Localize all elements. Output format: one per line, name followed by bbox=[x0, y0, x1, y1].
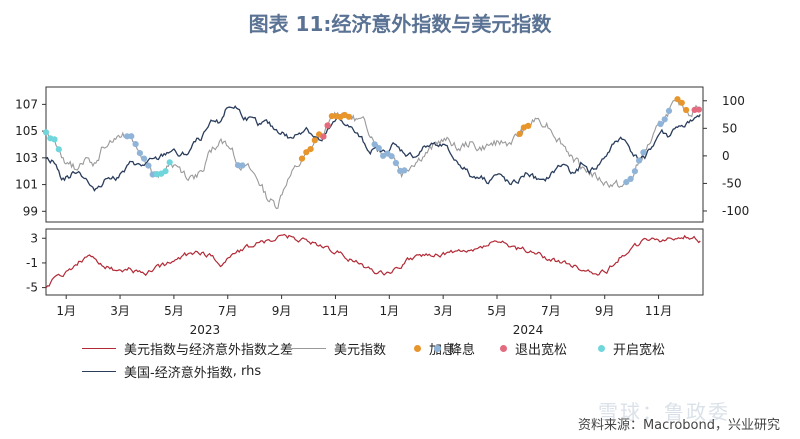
hike-marker bbox=[516, 130, 523, 137]
bottom-panel: 3 -1 -5 bbox=[26, 228, 704, 296]
cut-marker bbox=[401, 167, 408, 174]
cut-marker bbox=[636, 157, 643, 164]
hike-marker bbox=[328, 113, 335, 120]
legend-label-start-easing: 开启宽松 bbox=[613, 343, 666, 358]
cut-marker bbox=[640, 149, 647, 156]
legend-swatch-hike bbox=[414, 345, 421, 352]
chart-title: 图表 11:经济意外指数与美元指数 bbox=[248, 12, 552, 36]
legend-item-cut: 降息 bbox=[434, 339, 475, 358]
x-year-label: 2023 bbox=[190, 323, 221, 337]
start-easing-marker bbox=[51, 136, 58, 143]
left-tick-label: 99 bbox=[23, 204, 38, 218]
hike-marker bbox=[678, 99, 685, 106]
right-tick-label: 100 bbox=[722, 94, 745, 108]
x-tick-label: 3月 bbox=[433, 304, 453, 318]
left-tick-label: 107 bbox=[15, 97, 38, 111]
legend-swatch-cut bbox=[434, 345, 441, 352]
cut-marker bbox=[132, 141, 139, 148]
x-tick-label: 1月 bbox=[56, 304, 76, 318]
esi-series-line bbox=[45, 105, 701, 192]
exit-easing-marker bbox=[320, 133, 327, 140]
bottom-tick-label: -1 bbox=[26, 256, 38, 270]
cut-marker bbox=[623, 179, 630, 186]
cut-marker bbox=[239, 162, 246, 169]
x-tick-label: 3月 bbox=[110, 304, 130, 318]
right-tick-label: 0 bbox=[722, 149, 730, 163]
right-tick-label: -50 bbox=[722, 176, 742, 190]
legend-item-start-easing: 开启宽松 bbox=[598, 339, 665, 358]
hike-marker bbox=[311, 137, 318, 144]
left-tick-label: 101 bbox=[15, 178, 38, 192]
bottom-tick-label: -5 bbox=[26, 281, 38, 295]
cut-marker bbox=[661, 116, 668, 123]
start-easing-marker bbox=[166, 159, 173, 166]
hike-marker bbox=[307, 146, 314, 153]
bottom-tick-label: 3 bbox=[30, 231, 38, 245]
x-tick-label: 7月 bbox=[541, 304, 561, 318]
cut-marker bbox=[388, 153, 395, 160]
legend-item-diff: 美元指数与经济意外指数之差 bbox=[82, 339, 293, 358]
diff-series-line bbox=[45, 233, 701, 289]
cut-marker bbox=[657, 120, 664, 128]
legend-swatch-dxy bbox=[292, 348, 326, 349]
left-tick-label: 105 bbox=[15, 124, 38, 138]
source-note: 资料来源：Macrobond，兴业研究 bbox=[577, 418, 780, 433]
cut-marker bbox=[375, 145, 382, 152]
cut-marker bbox=[627, 175, 634, 182]
hike-marker bbox=[303, 149, 310, 156]
top-panel: 107 105 103 101 99 100 50 0 -50 -100 bbox=[15, 86, 749, 223]
cut-marker bbox=[141, 155, 148, 162]
exit-easing-marker bbox=[695, 106, 703, 113]
left-tick-label: 103 bbox=[15, 151, 38, 165]
legend-swatch-exit-easing bbox=[500, 345, 507, 352]
x-tick-label: 9月 bbox=[595, 304, 615, 318]
hike-marker bbox=[525, 122, 532, 129]
right-tick-label: 50 bbox=[722, 121, 737, 135]
x-tick-label: 11月 bbox=[322, 304, 349, 318]
legend-item-exit-easing: 退出宽松 bbox=[500, 339, 567, 358]
legend-unit-esi: rhs bbox=[240, 364, 262, 379]
x-tick-label: 11月 bbox=[645, 304, 672, 318]
exit-easing-marker bbox=[324, 122, 331, 129]
watermark: 雪球：鲁政委 bbox=[598, 400, 730, 424]
x-tick-label: 1月 bbox=[379, 304, 399, 318]
legend-swatch-diff bbox=[82, 348, 116, 349]
legend-swatch-esi bbox=[82, 371, 116, 372]
x-tick-label: 9月 bbox=[272, 304, 292, 318]
hike-marker bbox=[345, 113, 353, 120]
start-easing-marker bbox=[55, 146, 62, 153]
hike-marker bbox=[298, 155, 306, 162]
cut-marker bbox=[665, 107, 673, 114]
legend-item-esi: 美国-经济意外指数, rhs bbox=[82, 362, 261, 381]
hike-marker bbox=[674, 96, 681, 103]
cut-marker bbox=[145, 162, 152, 169]
x-tick-label: 5月 bbox=[487, 304, 507, 318]
start-easing-marker bbox=[162, 168, 169, 175]
x-tick-label: 7月 bbox=[218, 304, 238, 318]
x-year-label: 2024 bbox=[513, 323, 544, 337]
top-panel-frame bbox=[45, 86, 704, 223]
dxy-series-line bbox=[45, 98, 701, 210]
cut-marker bbox=[128, 133, 135, 140]
x-tick-label: 5月 bbox=[164, 304, 184, 318]
hike-marker bbox=[683, 106, 690, 114]
legend-label-esi: 美国-经济意外指数 bbox=[124, 366, 233, 381]
bottom-panel-frame bbox=[45, 228, 704, 296]
legend-label-exit-easing: 退出宽松 bbox=[515, 343, 568, 358]
legend-item-dxy: 美元指数 bbox=[292, 339, 386, 358]
cut-marker bbox=[136, 150, 143, 157]
legend-label-diff: 美元指数与经济意外指数之差 bbox=[124, 343, 294, 358]
cut-marker bbox=[371, 141, 378, 148]
start-easing-marker bbox=[42, 129, 50, 136]
legend-label-cut: 降息 bbox=[449, 343, 476, 358]
right-tick-label: -100 bbox=[722, 204, 749, 218]
legend-label-dxy: 美元指数 bbox=[334, 343, 387, 358]
cut-marker bbox=[631, 168, 639, 175]
cut-marker bbox=[392, 159, 399, 167]
event-markers bbox=[42, 96, 703, 186]
x-axis: 1月 3月 5月 7月 9月 11月 1月 3月 5月 7月 9月 11月 2023 2024 bbox=[56, 295, 672, 337]
legend-swatch-start-easing bbox=[598, 345, 605, 352]
